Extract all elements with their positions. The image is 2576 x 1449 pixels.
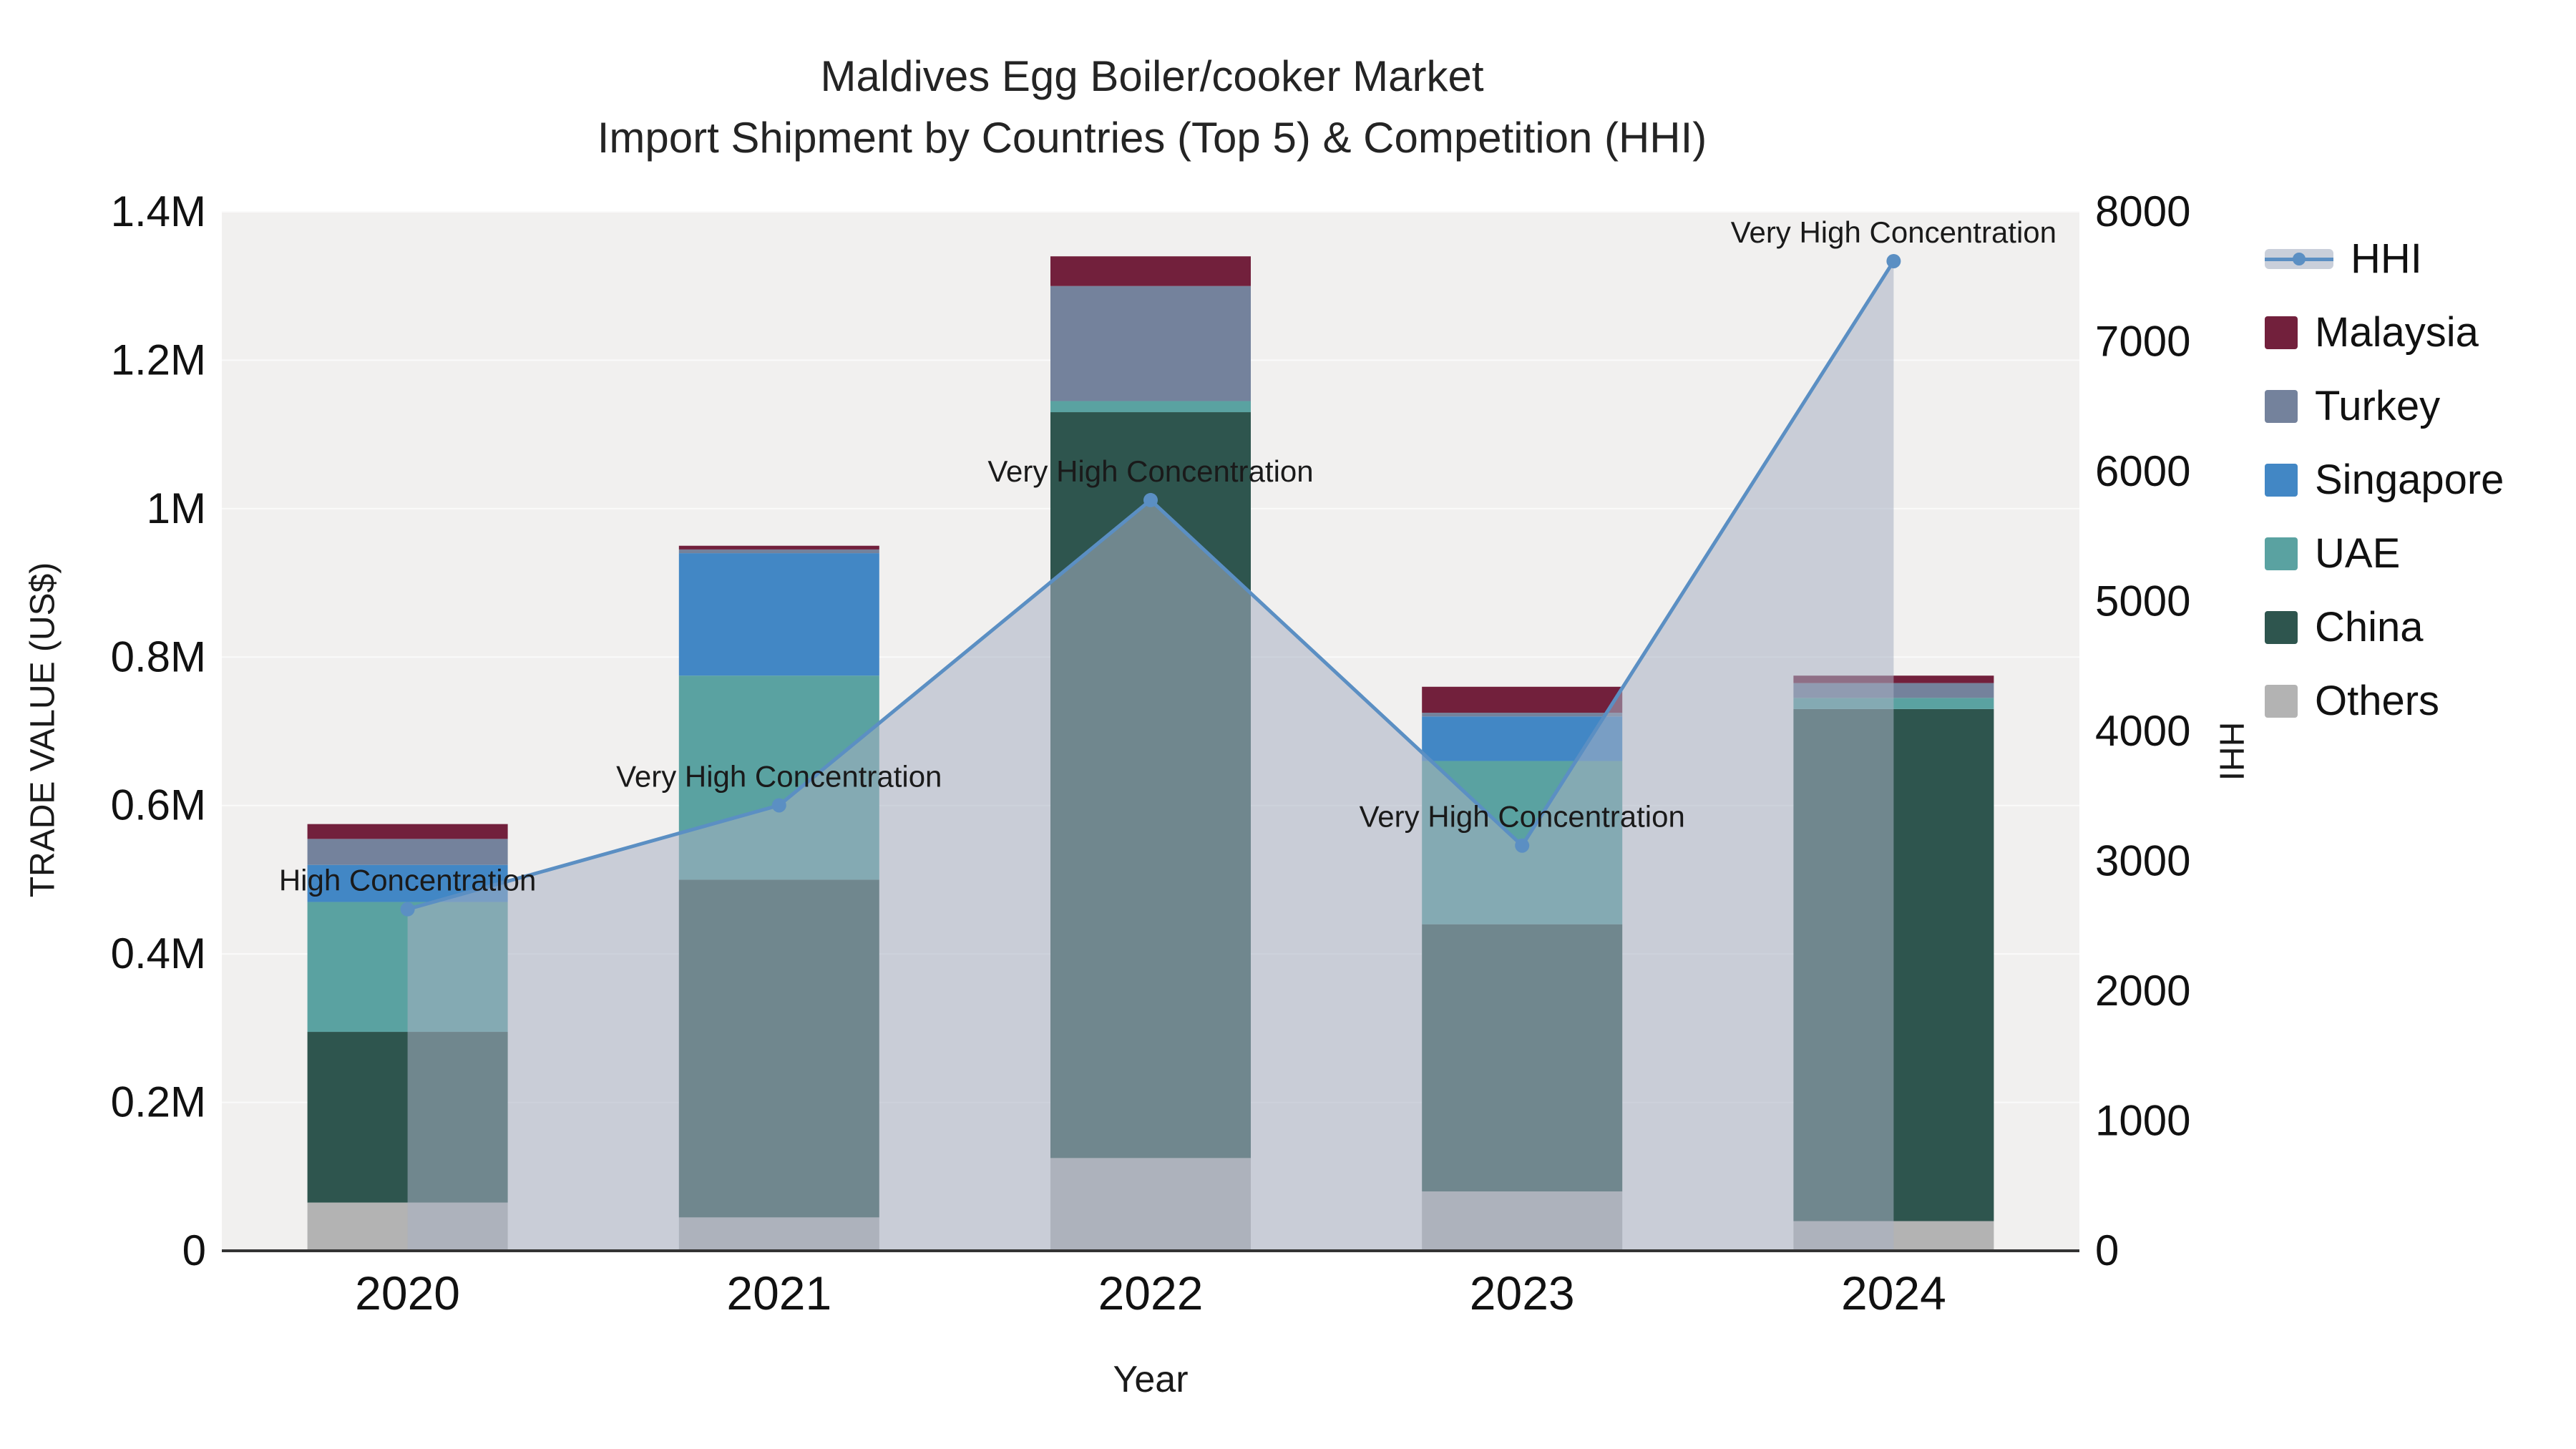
legend-label-uae: UAE [2315, 530, 2401, 577]
y-right-tick-1000: 1000 [2095, 1097, 2190, 1145]
x-axis-label: Year [1113, 1359, 1189, 1400]
y-left-tick-0.2M: 0.2M [111, 1078, 206, 1126]
bar-segment-turkey-2022 [1050, 286, 1251, 401]
bar-segment-turkey-2020 [307, 839, 508, 865]
bar-segment-uae-2022 [1050, 401, 1251, 413]
y-right-tick-0: 0 [2095, 1226, 2119, 1274]
hhi-marker-2024 [1886, 253, 1901, 268]
legend-item-hhi[interactable]: HHI [2265, 235, 2504, 283]
legend-hhi-marker-icon [2293, 252, 2306, 265]
y-left-tick-1M: 1M [147, 484, 206, 532]
hhi-area [407, 260, 1894, 1252]
y-left-tick-0: 0 [182, 1226, 206, 1274]
hhi-marker-2022 [1143, 492, 1158, 507]
chart-title: Maldives Egg Boiler/cooker Market [820, 52, 1484, 100]
annotation-2020: High Concentration [279, 864, 537, 897]
legend-label-hhi: HHI [2351, 235, 2422, 282]
y-left-tick-0.8M: 0.8M [111, 633, 206, 680]
legend-label-others: Others [2315, 678, 2440, 724]
annotation-2023: Very High Concentration [1360, 800, 1685, 834]
y-left-tick-0.6M: 0.6M [111, 781, 206, 829]
legend-swatch-others [2265, 684, 2298, 718]
bar-segment-malaysia-2022 [1050, 256, 1251, 286]
legend-label-china: China [2315, 604, 2424, 650]
bar-segment-malaysia-2023 [1422, 686, 1623, 713]
y-left-tick-1.2M: 1.2M [111, 336, 206, 384]
legend-swatch-hhi [2265, 248, 2333, 269]
legend-swatch-china [2265, 610, 2298, 644]
legend-swatch-singapore [2265, 463, 2298, 497]
hhi-marker-2020 [400, 902, 415, 917]
legend: HHI Malaysia Turkey Singapore UAE China Others [2265, 235, 2504, 725]
annotation-2021: Very High Concentration [616, 759, 942, 793]
bar-segment-singapore-2021 [678, 553, 879, 676]
y-right-tick-5000: 5000 [2095, 577, 2190, 625]
y-right-tick-7000: 7000 [2095, 318, 2190, 366]
x-tick-2020: 2020 [355, 1267, 460, 1319]
y-right-tick-4000: 4000 [2095, 707, 2190, 755]
legend-swatch-uae [2265, 537, 2298, 570]
y-left-tick-1.4M: 1.4M [111, 187, 206, 235]
legend-item-turkey[interactable]: Turkey [2265, 382, 2504, 430]
legend-label-singapore: Singapore [2315, 457, 2504, 503]
annotation-2022: Very High Concentration [987, 454, 1313, 488]
bar-segment-malaysia-2021 [678, 545, 879, 550]
legend-item-uae[interactable]: UAE [2265, 530, 2504, 577]
chart-subtitle: Import Shipment by Countries (Top 5) & C… [597, 114, 1707, 162]
legend-item-singapore[interactable]: Singapore [2265, 456, 2504, 504]
legend-label-malaysia: Malaysia [2315, 309, 2479, 356]
bar-segment-turkey-2023 [1422, 713, 1623, 717]
y-right-tick-6000: 6000 [2095, 447, 2190, 495]
legend-swatch-malaysia [2265, 316, 2298, 349]
annotation-2024: Very High Concentration [1731, 215, 2057, 249]
x-tick-2022: 2022 [1098, 1267, 1204, 1319]
y-right-tick-8000: 8000 [2095, 187, 2190, 235]
x-tick-2021: 2021 [726, 1267, 831, 1319]
legend-label-turkey: Turkey [2315, 383, 2441, 429]
y-left-tick-0.4M: 0.4M [111, 930, 206, 977]
y-right-tick-3000: 3000 [2095, 837, 2190, 885]
hhi-marker-2021 [771, 798, 786, 813]
bar-segment-malaysia-2020 [307, 824, 508, 839]
bar-segment-turkey-2021 [678, 549, 879, 554]
x-tick-2023: 2023 [1470, 1267, 1575, 1319]
legend-item-malaysia[interactable]: Malaysia [2265, 308, 2504, 356]
x-tick-2024: 2024 [1841, 1267, 1946, 1319]
legend-swatch-turkey [2265, 389, 2298, 423]
legend-item-others[interactable]: Others [2265, 677, 2504, 725]
hhi-marker-2023 [1515, 838, 1530, 853]
y-right-tick-2000: 2000 [2095, 967, 2190, 1015]
legend-item-china[interactable]: China [2265, 603, 2504, 651]
